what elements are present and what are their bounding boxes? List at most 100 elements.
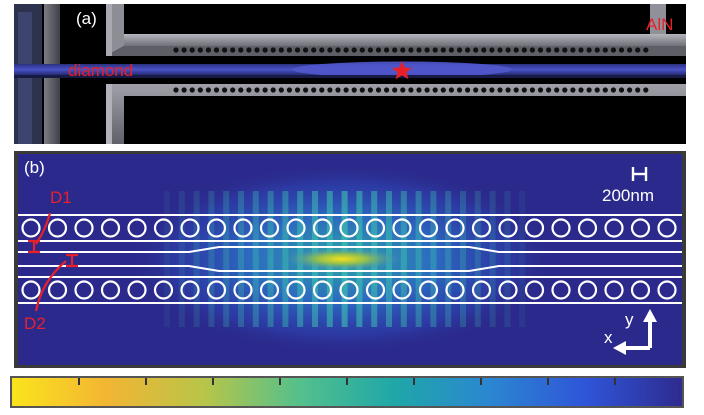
field-fringe (474, 191, 481, 327)
aln-hole (230, 47, 236, 53)
aln-hole (286, 47, 292, 53)
pc-hole (180, 218, 200, 238)
field-fringe (238, 191, 244, 327)
aln-hole (254, 87, 260, 93)
aln-hole (319, 47, 325, 53)
aln-hole (173, 47, 179, 53)
aln-hole (432, 87, 438, 93)
pc-hole (445, 280, 465, 300)
pc-hole (153, 218, 174, 238)
aln-hole (335, 87, 341, 93)
aln-hole (384, 47, 390, 53)
aln-hole (367, 87, 373, 93)
pc-hole (657, 280, 677, 300)
colorbar (10, 376, 684, 408)
aln-hole (213, 47, 220, 53)
pc-hole (524, 218, 545, 238)
pc-hole (339, 218, 359, 238)
pc-hole (365, 280, 386, 300)
pc-hole (233, 280, 253, 300)
aln-hole (562, 87, 568, 93)
panel-b-label: (b) (24, 158, 45, 177)
d2-marker (66, 253, 78, 268)
aln-hole (254, 47, 260, 53)
aln-hole (643, 87, 649, 93)
pc-hole (206, 218, 227, 238)
aln-hole (537, 47, 544, 53)
aln-hole-row-bottom (173, 87, 649, 93)
aln-hole (537, 87, 544, 93)
pc-hole (604, 280, 624, 300)
pc-hole (100, 280, 121, 300)
aln-hole (278, 47, 284, 53)
aln-hole (230, 87, 236, 93)
aln-hole (643, 47, 649, 53)
aln-hole (546, 87, 552, 93)
pc-hole (551, 218, 571, 238)
aln-hole (262, 87, 268, 93)
panel-a-device-render: (a) diamond AlN (14, 4, 686, 144)
field-fringe (178, 191, 185, 327)
aln-hole (197, 87, 203, 93)
d2-arrow (34, 260, 67, 312)
pc-hole (153, 280, 174, 300)
aln-hole (521, 47, 527, 53)
pc-hole-row-top (21, 218, 677, 238)
aln-hole (627, 87, 633, 93)
pc-hole (21, 280, 41, 300)
aln-hole (465, 47, 471, 53)
pc-hole (657, 218, 677, 238)
aln-hole (521, 87, 527, 93)
aln-hole (473, 47, 479, 53)
aln-hole (635, 87, 641, 93)
aln-hole (497, 87, 503, 93)
pc-hole-row-bottom (21, 280, 677, 300)
aln-hole (213, 87, 220, 93)
dimension-markers (28, 212, 78, 312)
field-fringe (445, 191, 452, 327)
aln-hole (351, 87, 357, 93)
colorbar-gradient (12, 378, 682, 406)
pc-hole (551, 280, 571, 300)
waveguide-outlines (18, 214, 682, 304)
pc-hole (74, 280, 94, 300)
pc-hole (365, 218, 386, 238)
aln-hole (505, 47, 511, 53)
aln-hole (408, 47, 414, 53)
field-fringe (489, 191, 496, 327)
aln-hole (424, 87, 430, 93)
emitter-star-marker (392, 61, 412, 80)
aln-hole (635, 47, 641, 53)
pc-hole (524, 280, 545, 300)
pc-hole (392, 280, 412, 300)
aln-hole (570, 87, 576, 93)
pc-hole (47, 280, 68, 300)
axis-x-label: x (604, 328, 613, 347)
aln-hole (222, 47, 228, 53)
aln-hole (456, 87, 463, 93)
aln-hole (246, 87, 252, 93)
pc-hole (312, 218, 333, 238)
axis-y-label: y (625, 310, 634, 329)
field-fringe (193, 191, 200, 327)
aln-hole (262, 47, 268, 53)
aln-hole (465, 87, 471, 93)
field-fringe (430, 191, 437, 327)
aln-hole (311, 87, 317, 93)
scale-bar (631, 167, 648, 181)
pc-hole (498, 280, 518, 300)
aln-hole (270, 47, 276, 53)
d2-label: D2 (24, 314, 46, 333)
aln-hole (205, 47, 211, 53)
field-fringe (223, 191, 230, 327)
aln-hole (578, 47, 584, 53)
pc-hole (604, 218, 624, 238)
aln-hole (311, 47, 317, 53)
pc-hole (312, 280, 333, 300)
pc-hole (471, 218, 492, 238)
aln-hole (416, 47, 422, 53)
pc-hole (445, 218, 465, 238)
pc-hole (471, 280, 492, 300)
aln-hole (343, 47, 349, 53)
aln-hole (440, 47, 446, 53)
